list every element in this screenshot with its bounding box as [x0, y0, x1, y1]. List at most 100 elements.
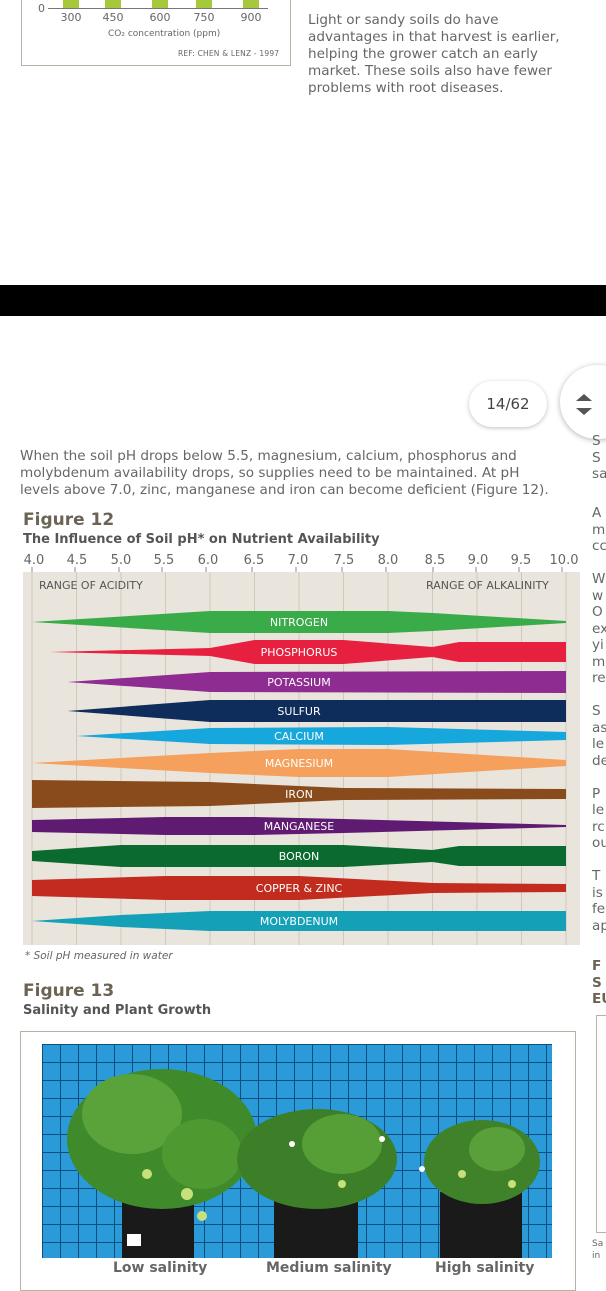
right-column-line: F [592, 958, 602, 974]
nutrient-label: COPPER & ZINC [256, 882, 343, 895]
right-column-line: ou [592, 835, 606, 851]
right-column-line: de [592, 752, 606, 769]
nutrient-band [32, 780, 566, 808]
co2-tick: 450 [102, 11, 124, 24]
co2-tick: 600 [149, 11, 171, 24]
high-salinity-label: High salinity [435, 1260, 535, 1276]
right-column-figure-frame [596, 1015, 606, 1233]
intro-paragraph: Light or sandy soils do have advantages … [308, 12, 560, 96]
ph-scale-label: 10.0 [549, 553, 579, 568]
ph-scale-label: 4.0 [23, 553, 45, 568]
ph-scale-label: 5.0 [110, 553, 132, 568]
ph-scale-label: 4.5 [66, 553, 88, 568]
right-column-line: w [592, 587, 604, 604]
page-indicator-label: 14/62 [486, 395, 530, 413]
right-column-line: fe [592, 901, 606, 917]
right-column-line: le [592, 802, 605, 818]
salinity-plants-photo [42, 1044, 552, 1258]
right-column-line: m [592, 521, 606, 538]
right-column-heading: FSEU [592, 958, 606, 1008]
page-separator [0, 285, 606, 316]
up-down-arrows-icon [576, 394, 592, 415]
right-column-line: EU [592, 991, 606, 1007]
right-column-line: yi [592, 637, 604, 653]
nutrient-label: IRON [285, 788, 313, 801]
figure13-title: Salinity and Plant Growth [23, 1003, 212, 1018]
right-column-line: S [592, 974, 602, 991]
co2-tick: 900 [240, 11, 262, 24]
ph-scale-label: 9.0 [467, 553, 489, 568]
right-column-line [592, 769, 606, 786]
right-column-caption: Sa in [592, 1238, 606, 1262]
right-column-line: is [592, 884, 603, 901]
ph-scale-label: 8.0 [377, 553, 399, 568]
strawberry-plants-image [42, 1044, 552, 1258]
right-column-line: S [592, 449, 601, 466]
ph-scale-label: 6.0 [197, 553, 219, 568]
right-column-line: rc [592, 818, 605, 835]
right-column-line: ex [592, 620, 606, 637]
low-salinity-label: Low salinity [113, 1260, 208, 1276]
nutrient-band [32, 876, 566, 900]
right-column-line: re [592, 670, 606, 686]
alkalinity-range-label: RANGE OF ALKALINITY [426, 579, 549, 592]
nutrient-label: PHOSPHORUS [261, 646, 338, 659]
right-column-line: O [592, 604, 603, 620]
nutrient-band [32, 911, 566, 931]
nutrient-band [67, 700, 566, 722]
nutrient-label: MAGNESIUM [265, 757, 333, 770]
nutrient-band [49, 640, 567, 664]
nutrient-label: SULFUR [277, 705, 321, 718]
nutrient-band [32, 749, 566, 777]
nutrient-band [32, 611, 566, 633]
nutrient-band [67, 671, 566, 693]
co2-tick: 750 [193, 11, 215, 24]
co2-reference: REF: CHEN & LENZ - 1997 [178, 49, 280, 58]
nutrient-band [32, 845, 566, 867]
medium-salinity-label: Medium salinity [266, 1260, 392, 1276]
co2-axis-label: CO₂ concentration (ppm) [108, 29, 221, 39]
right-column-line: Sa [592, 1239, 604, 1249]
right-column-line: sa [592, 466, 606, 482]
right-column-line: ap [592, 917, 606, 934]
nutrient-label: MOLYBDENUM [260, 915, 338, 928]
co2-axis-line [48, 8, 268, 9]
right-column-line: as [592, 719, 606, 736]
right-column-line: A [592, 505, 602, 521]
nutrient-label: NITROGEN [270, 616, 328, 629]
right-column-line [592, 687, 606, 704]
page-scroll-button[interactable] [560, 365, 606, 439]
right-column-line: P [592, 785, 601, 802]
ph-scale-label: 9.5 [510, 553, 532, 568]
right-column-line: in [592, 1251, 601, 1261]
co2-bar [243, 0, 259, 8]
ph-scale-label: 7.5 [333, 553, 355, 568]
right-column-line: m [592, 653, 606, 670]
page-indicator[interactable]: 14/62 [469, 381, 547, 427]
co2-bar [63, 0, 79, 8]
nutrient-chart-svg: NITROGEN PHOSPHORUS POTASSIUM SULFUR CALCIUM… [31, 572, 567, 945]
right-column-line [592, 852, 606, 869]
acidity-range-label: RANGE OF ACIDITY [39, 579, 143, 592]
ph-scale-label: 6.5 [243, 553, 265, 568]
ph-paragraph: When the soil pH drops below 5.5, magnes… [20, 448, 549, 498]
right-column-line: W [592, 571, 606, 587]
co2-bar [196, 0, 212, 8]
co2-zero-label: 0 [38, 2, 45, 15]
ph-scale-label: 7.0 [287, 553, 309, 568]
ph-scale-label: 8.5 [424, 553, 446, 568]
figure12-footnote: * Soil pH measured in water [25, 950, 173, 962]
nutrient-label: POTASSIUM [267, 676, 330, 689]
nutrient-label: MANGANESE [264, 820, 334, 833]
co2-bar [105, 0, 121, 8]
right-column-line: S [592, 703, 601, 719]
nutrient-label: CALCIUM [274, 730, 324, 743]
figure13-label: Figure 13 [23, 981, 115, 1001]
ph-scale-label: 5.5 [153, 553, 175, 568]
co2-tick: 300 [60, 11, 82, 24]
right-column-line: le [592, 736, 605, 752]
ph-scale: 4.0 4.5 5.0 5.5 6.0 6.5 7.0 7.5 8.0 8.5 9.0 9.5 10.0 [24, 553, 580, 569]
right-column-line: S [592, 433, 601, 449]
figure12-title: The Influence of Soil pH* on Nutrient Av… [23, 532, 380, 547]
